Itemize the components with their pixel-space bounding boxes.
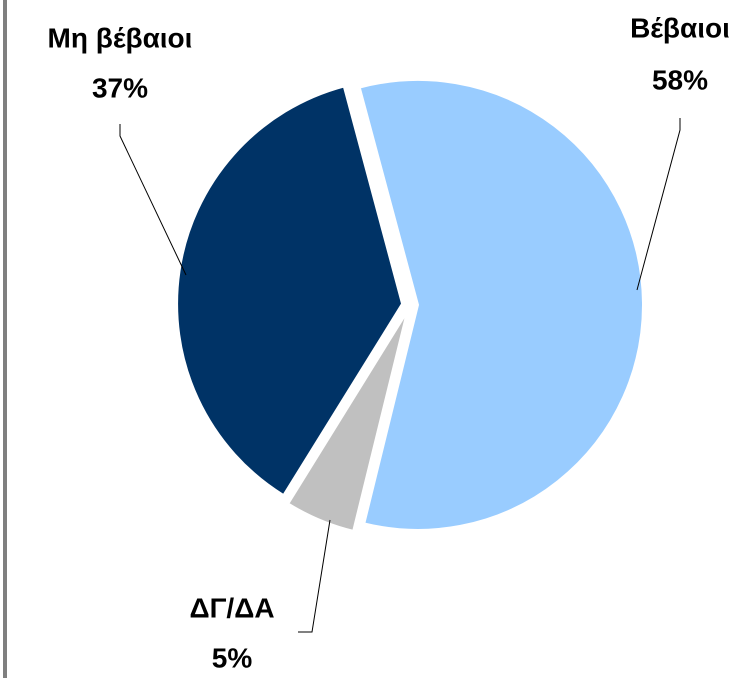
slice-label: ΔΓ/ΔΑ bbox=[189, 592, 274, 623]
pie-slice bbox=[358, 78, 644, 531]
slice-label: Μη βέβαιοι bbox=[48, 22, 193, 53]
slice-label: Βέβαιοι bbox=[630, 12, 730, 43]
left-border bbox=[3, 0, 7, 678]
slice-value-label: 5% bbox=[212, 642, 253, 673]
leader-line bbox=[636, 118, 681, 291]
pie-slice bbox=[176, 85, 404, 497]
slice-value-label: 58% bbox=[652, 64, 708, 95]
leader-line bbox=[119, 124, 187, 276]
pie-slice bbox=[286, 311, 408, 533]
slice-value-label: 37% bbox=[92, 72, 148, 103]
leader-line bbox=[298, 519, 331, 633]
